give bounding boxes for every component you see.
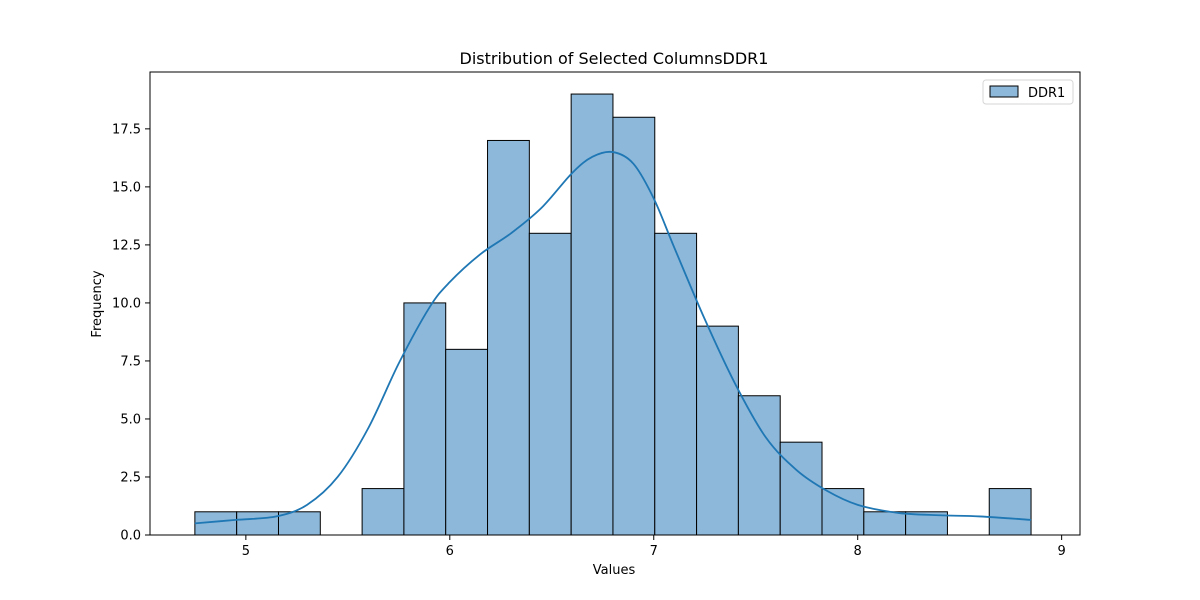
chart-title: Distribution of Selected ColumnsDDR1	[460, 49, 769, 68]
x-axis: 5 6 7 8 9	[242, 535, 1066, 559]
x-tick-label: 8	[854, 544, 862, 559]
histogram-bar-4	[361, 488, 405, 536]
histogram-bar-14	[779, 441, 823, 536]
x-tick-label: 7	[650, 544, 658, 559]
bars-layer	[194, 93, 1032, 536]
x-tick-label: 5	[242, 544, 250, 559]
y-tick-label: 0.0	[120, 529, 141, 544]
histogram-bar-6	[445, 348, 489, 536]
x-tick-label: 9	[1057, 544, 1065, 559]
histogram-bar-13	[737, 395, 781, 536]
y-tick-label: 10.0	[112, 296, 141, 311]
histogram-bar-10	[612, 116, 656, 536]
histogram-bar-7	[487, 139, 530, 536]
y-tick-label: 17.5	[112, 122, 141, 137]
histogram-bar-15	[821, 488, 865, 536]
plot-frame	[149, 71, 1081, 536]
y-tick-label: 5.0	[120, 412, 141, 427]
y-tick-label: 2.5	[120, 470, 141, 485]
histogram-bar-19	[988, 488, 1032, 536]
legend: DDR1	[982, 79, 1074, 105]
x-axis-label: Values	[593, 563, 636, 578]
y-tick-label: 12.5	[112, 238, 141, 253]
histogram-bar-16	[863, 511, 907, 536]
histogram-bar-8	[528, 232, 572, 536]
legend-label-ddr1: DDR1	[1028, 86, 1065, 101]
y-tick-label: 15.0	[112, 180, 141, 195]
legend-swatch	[989, 85, 1019, 98]
x-tick-label: 6	[446, 544, 454, 559]
histogram-bar-12	[696, 325, 739, 536]
y-axis: 0.0 2.5 5.0 7.5 10.0 12.5 15.0 17.5	[112, 122, 150, 544]
histogram-bar-11	[654, 232, 698, 536]
kde-layer	[194, 150, 1032, 525]
histogram-bar-1	[236, 511, 279, 536]
y-axis-label: Frequency	[90, 270, 105, 337]
kde-line	[194, 150, 1032, 525]
y-tick-label: 7.5	[120, 354, 141, 369]
histogram-bar-5	[403, 302, 447, 536]
histogram-bar-9	[570, 93, 614, 536]
